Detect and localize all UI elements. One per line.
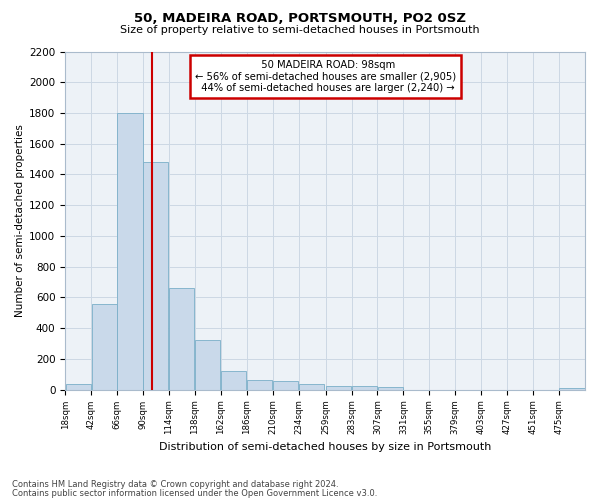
Bar [273,381,298,390]
Bar [352,386,377,390]
Y-axis label: Number of semi-detached properties: Number of semi-detached properties [15,124,25,317]
X-axis label: Distribution of semi-detached houses by size in Portsmouth: Distribution of semi-detached houses by … [159,442,491,452]
Bar [65,384,91,390]
Bar [92,304,116,390]
Bar [559,388,584,390]
Text: 50 MADEIRA ROAD: 98sqm
← 56% of semi-detached houses are smaller (2,905)
  44% o: 50 MADEIRA ROAD: 98sqm ← 56% of semi-det… [194,60,455,93]
Bar [326,386,351,390]
Text: Size of property relative to semi-detached houses in Portsmouth: Size of property relative to semi-detach… [120,25,480,35]
Text: 50, MADEIRA ROAD, PORTSMOUTH, PO2 0SZ: 50, MADEIRA ROAD, PORTSMOUTH, PO2 0SZ [134,12,466,26]
Bar [143,162,169,390]
Bar [299,384,324,390]
Bar [169,288,194,390]
Bar [247,380,272,390]
Text: Contains public sector information licensed under the Open Government Licence v3: Contains public sector information licen… [12,488,377,498]
Bar [378,388,403,390]
Bar [221,371,246,390]
Text: Contains HM Land Registry data © Crown copyright and database right 2024.: Contains HM Land Registry data © Crown c… [12,480,338,489]
Bar [195,340,220,390]
Bar [118,113,143,390]
